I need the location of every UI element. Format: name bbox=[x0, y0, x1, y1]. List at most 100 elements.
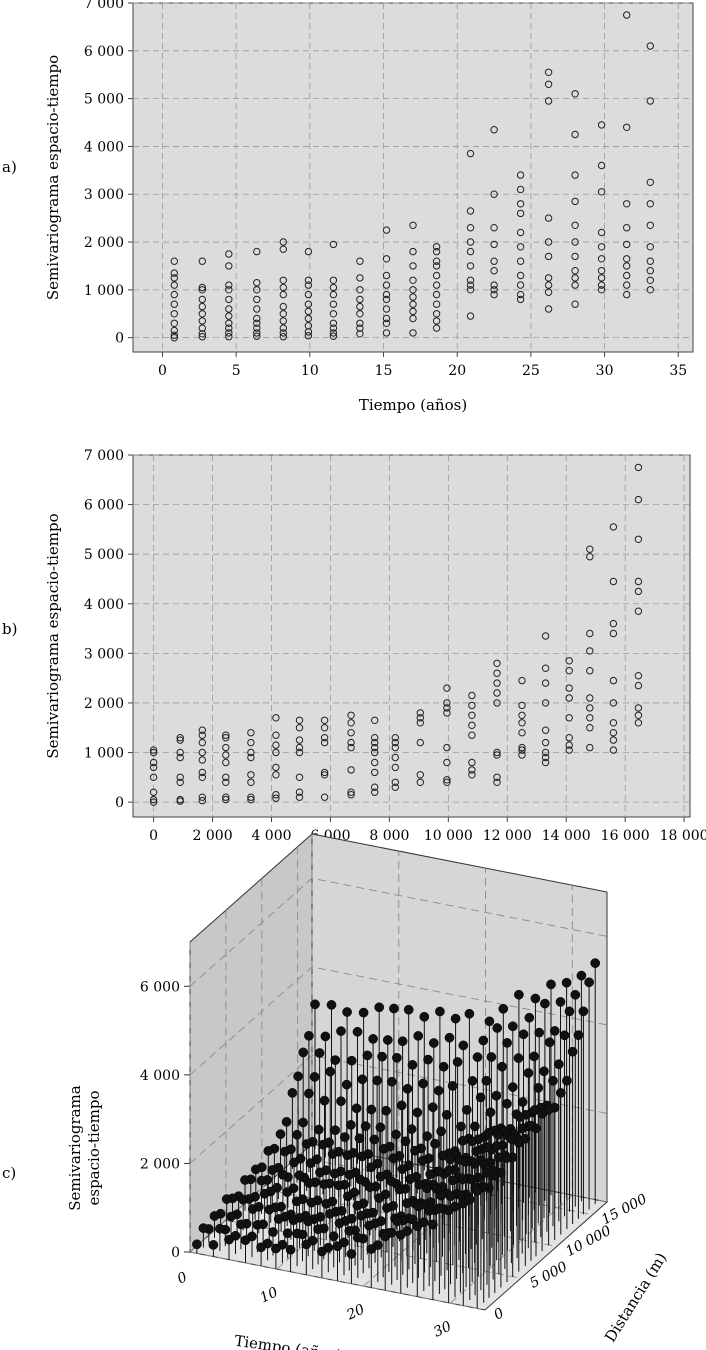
data-point bbox=[597, 243, 606, 251]
stem-point bbox=[402, 1083, 413, 1094]
stem-point bbox=[366, 1244, 377, 1254]
data-point bbox=[198, 317, 207, 325]
stem-point bbox=[343, 1191, 353, 1202]
stem-point bbox=[252, 1220, 263, 1230]
data-point bbox=[468, 701, 476, 710]
data-point bbox=[356, 295, 364, 304]
data-point bbox=[597, 188, 606, 196]
x-tick-label: 0 bbox=[158, 363, 167, 379]
data-point bbox=[198, 302, 207, 311]
stem-point bbox=[282, 1187, 293, 1197]
stem-point bbox=[553, 1059, 564, 1070]
data-point bbox=[409, 221, 417, 230]
data-point bbox=[329, 300, 338, 308]
stem-point bbox=[467, 1136, 478, 1147]
data-point bbox=[382, 295, 391, 304]
data-point bbox=[222, 795, 230, 804]
data-point bbox=[623, 281, 631, 289]
data-point bbox=[304, 290, 313, 299]
stem-point bbox=[394, 1184, 405, 1195]
data-point bbox=[279, 276, 287, 284]
stem-point bbox=[467, 1174, 478, 1185]
stem-point bbox=[375, 1171, 386, 1182]
stem-point bbox=[339, 1132, 350, 1142]
x-tick-label: 10 bbox=[258, 1284, 281, 1306]
stem-point bbox=[479, 1159, 489, 1170]
data-point bbox=[279, 283, 287, 292]
data-point bbox=[279, 324, 287, 332]
data-point bbox=[490, 286, 498, 294]
x-tick-label: 35 bbox=[669, 363, 687, 379]
data-point bbox=[544, 274, 553, 282]
stem-point bbox=[330, 1125, 341, 1136]
x-tick-label: 2 000 bbox=[193, 828, 233, 844]
stem-point bbox=[264, 1204, 275, 1215]
data-point bbox=[279, 317, 287, 325]
stem-point bbox=[267, 1165, 278, 1175]
data-point bbox=[516, 209, 525, 218]
data-point bbox=[247, 748, 255, 757]
data-point bbox=[646, 267, 654, 275]
data-point bbox=[541, 758, 550, 767]
data-point bbox=[516, 228, 525, 237]
data-point bbox=[493, 778, 501, 786]
stem-point bbox=[304, 1178, 315, 1188]
data-point bbox=[490, 267, 498, 275]
stem-point bbox=[240, 1235, 251, 1246]
y-tick-label: 2 000 bbox=[84, 696, 124, 712]
data-point bbox=[432, 290, 441, 299]
data-point bbox=[253, 324, 261, 332]
data-point bbox=[371, 734, 379, 742]
stem-point bbox=[540, 998, 550, 1009]
stem-point bbox=[576, 970, 587, 981]
stem-point bbox=[356, 1210, 367, 1221]
stem-point bbox=[304, 1030, 314, 1041]
stem-point bbox=[240, 1175, 250, 1185]
data-point bbox=[432, 310, 441, 318]
stem-point bbox=[562, 1075, 572, 1086]
y-tick-label: 3 000 bbox=[84, 187, 124, 203]
data-point bbox=[466, 286, 475, 294]
data-point bbox=[391, 778, 399, 786]
stem-point bbox=[537, 1108, 547, 1119]
data-point bbox=[432, 247, 441, 256]
data-point bbox=[170, 326, 179, 335]
stem-point bbox=[419, 1011, 430, 1022]
data-point bbox=[466, 262, 475, 270]
stem-point bbox=[481, 1075, 492, 1086]
y-tick-label: 3 000 bbox=[84, 646, 124, 662]
data-point bbox=[409, 247, 417, 256]
data-point bbox=[443, 758, 451, 767]
data-point bbox=[571, 274, 579, 282]
data-point bbox=[304, 300, 313, 308]
data-point bbox=[409, 329, 417, 337]
data-point bbox=[329, 290, 338, 299]
data-point bbox=[468, 758, 476, 767]
data-point bbox=[516, 271, 525, 280]
data-point bbox=[272, 748, 280, 757]
stem-point bbox=[526, 1120, 536, 1131]
data-point bbox=[634, 495, 643, 504]
stem-point bbox=[392, 1052, 402, 1063]
stem-point bbox=[397, 1036, 408, 1047]
stem-point bbox=[377, 1051, 387, 1062]
data-point bbox=[571, 221, 579, 230]
data-point bbox=[466, 207, 475, 215]
data-point bbox=[516, 243, 525, 251]
data-point bbox=[371, 743, 379, 752]
stem-point bbox=[428, 1219, 438, 1230]
data-point bbox=[516, 281, 525, 289]
data-point bbox=[329, 319, 338, 327]
stem-point bbox=[368, 1034, 378, 1044]
x-tick-label: 4 000 bbox=[251, 828, 291, 844]
data-point bbox=[493, 689, 501, 697]
data-point bbox=[371, 788, 379, 796]
stem-point bbox=[573, 1030, 584, 1040]
stem-point bbox=[389, 1003, 399, 1014]
stem-point bbox=[357, 1151, 367, 1162]
data-point bbox=[320, 716, 329, 724]
panel-label: c) bbox=[2, 1164, 16, 1182]
data-point bbox=[304, 314, 313, 323]
y-axis-title: Semivariograma espacio-tiempo bbox=[44, 513, 62, 758]
stem-point bbox=[461, 1105, 472, 1115]
